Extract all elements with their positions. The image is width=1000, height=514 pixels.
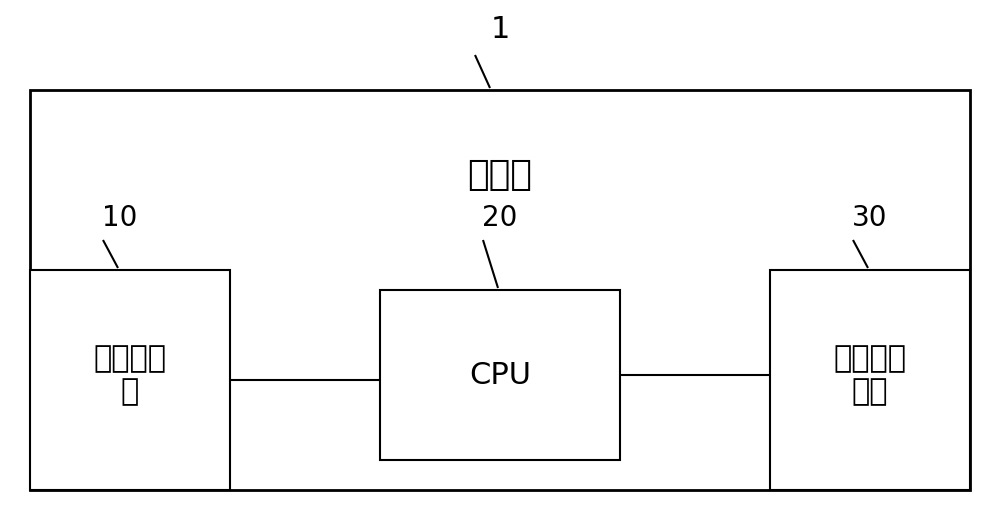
Bar [770,270,970,490]
Text: 光输入端
口: 光输入端 口 [94,344,166,406]
Text: 10: 10 [102,204,138,232]
Bar [30,90,970,490]
Bar [380,290,620,460]
Text: 30: 30 [852,204,888,232]
Text: 光模块: 光模块 [468,158,532,192]
Text: 1: 1 [490,15,510,45]
Text: CPU: CPU [469,360,531,390]
Text: 可调光衰
减器: 可调光衰 减器 [834,344,906,406]
Bar [30,270,230,490]
Text: 20: 20 [482,204,518,232]
